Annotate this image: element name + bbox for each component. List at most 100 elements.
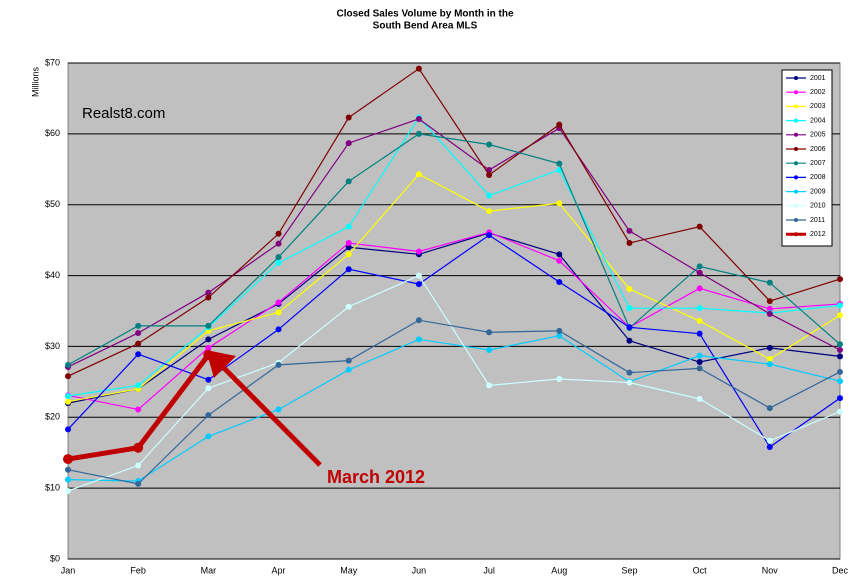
point	[275, 259, 282, 266]
point	[696, 317, 703, 324]
point	[766, 405, 773, 412]
point	[135, 351, 142, 358]
legend-label: 2009	[810, 188, 826, 195]
legend-swatch	[794, 104, 798, 109]
point	[556, 160, 563, 167]
legend-swatch	[794, 218, 798, 222]
point	[837, 353, 843, 360]
point	[766, 444, 773, 451]
series-line	[67, 133, 841, 366]
point	[486, 232, 493, 239]
point	[626, 337, 633, 344]
point	[486, 166, 493, 173]
x-tick-label: May	[340, 565, 358, 575]
y-tick-label: $70	[45, 57, 60, 67]
point	[837, 368, 843, 375]
point	[65, 398, 71, 405]
point	[415, 317, 422, 324]
point	[345, 114, 352, 121]
point	[766, 298, 773, 305]
point	[65, 373, 71, 380]
point	[837, 378, 843, 385]
point	[415, 115, 422, 122]
legend	[781, 69, 833, 247]
point	[626, 227, 633, 234]
x-tick-label: Feb	[130, 565, 146, 575]
y-tick-label: $30	[45, 341, 60, 351]
legend-label: 2001	[810, 75, 826, 82]
point	[415, 65, 422, 72]
y-tick-label: $0	[50, 553, 60, 563]
point	[205, 322, 212, 329]
point	[486, 346, 493, 353]
legend-label: 2007	[810, 160, 826, 167]
point	[486, 141, 493, 148]
point	[696, 395, 703, 402]
series-line	[67, 232, 841, 404]
point	[135, 480, 142, 487]
point	[696, 365, 703, 372]
point	[696, 263, 703, 270]
point	[626, 239, 633, 246]
point	[837, 276, 843, 283]
point	[556, 200, 563, 207]
point	[556, 327, 563, 334]
point	[486, 329, 493, 336]
y-tick-label: $60	[45, 128, 60, 138]
series-line	[67, 234, 841, 448]
point	[766, 310, 773, 317]
x-tick-label: Apr	[272, 565, 286, 575]
legend-swatch	[794, 232, 798, 237]
point	[837, 395, 843, 402]
point	[626, 305, 633, 312]
legend-label: 2011	[810, 217, 825, 224]
point	[345, 266, 352, 273]
point	[556, 121, 563, 128]
point	[626, 286, 633, 293]
x-tick-label: Aug	[551, 565, 567, 575]
point	[65, 361, 71, 368]
point	[486, 171, 493, 178]
point	[275, 254, 282, 261]
point	[135, 322, 142, 329]
point	[205, 344, 212, 351]
point	[345, 223, 352, 230]
x-tick-label: Sep	[621, 565, 637, 575]
point	[275, 230, 282, 237]
chart-title: Closed Sales Volume by Month in the	[336, 9, 513, 20]
point	[837, 341, 843, 348]
point	[275, 406, 282, 413]
point	[135, 329, 142, 336]
point	[205, 376, 212, 383]
legend-label: 2005	[810, 132, 826, 139]
y-tick-label: $50	[45, 199, 60, 209]
legend-label: 2010	[810, 203, 826, 210]
series-line	[67, 274, 841, 492]
point	[556, 376, 563, 383]
point	[275, 309, 282, 316]
arrow	[206, 350, 322, 467]
point	[486, 192, 493, 199]
point	[837, 346, 843, 353]
series-line	[67, 116, 841, 397]
point	[556, 332, 563, 339]
series-line	[67, 173, 841, 403]
legend-label: 2002	[810, 89, 826, 96]
plot	[63, 62, 843, 560]
legend-swatch	[794, 161, 798, 166]
x-tick-label: Mar	[201, 565, 217, 575]
point	[345, 140, 352, 147]
legend-swatch	[794, 76, 798, 80]
annotation: March 2012	[327, 467, 425, 487]
x-tick-label: Nov	[762, 565, 779, 575]
point	[63, 454, 73, 465]
y-tick-label: $10	[45, 483, 60, 493]
point	[626, 369, 633, 376]
series-line	[67, 67, 841, 377]
point	[275, 326, 282, 333]
point	[696, 352, 703, 359]
legend-swatch	[794, 90, 798, 95]
y-axis-label: Millions	[30, 67, 40, 98]
legend-swatch	[794, 132, 798, 137]
